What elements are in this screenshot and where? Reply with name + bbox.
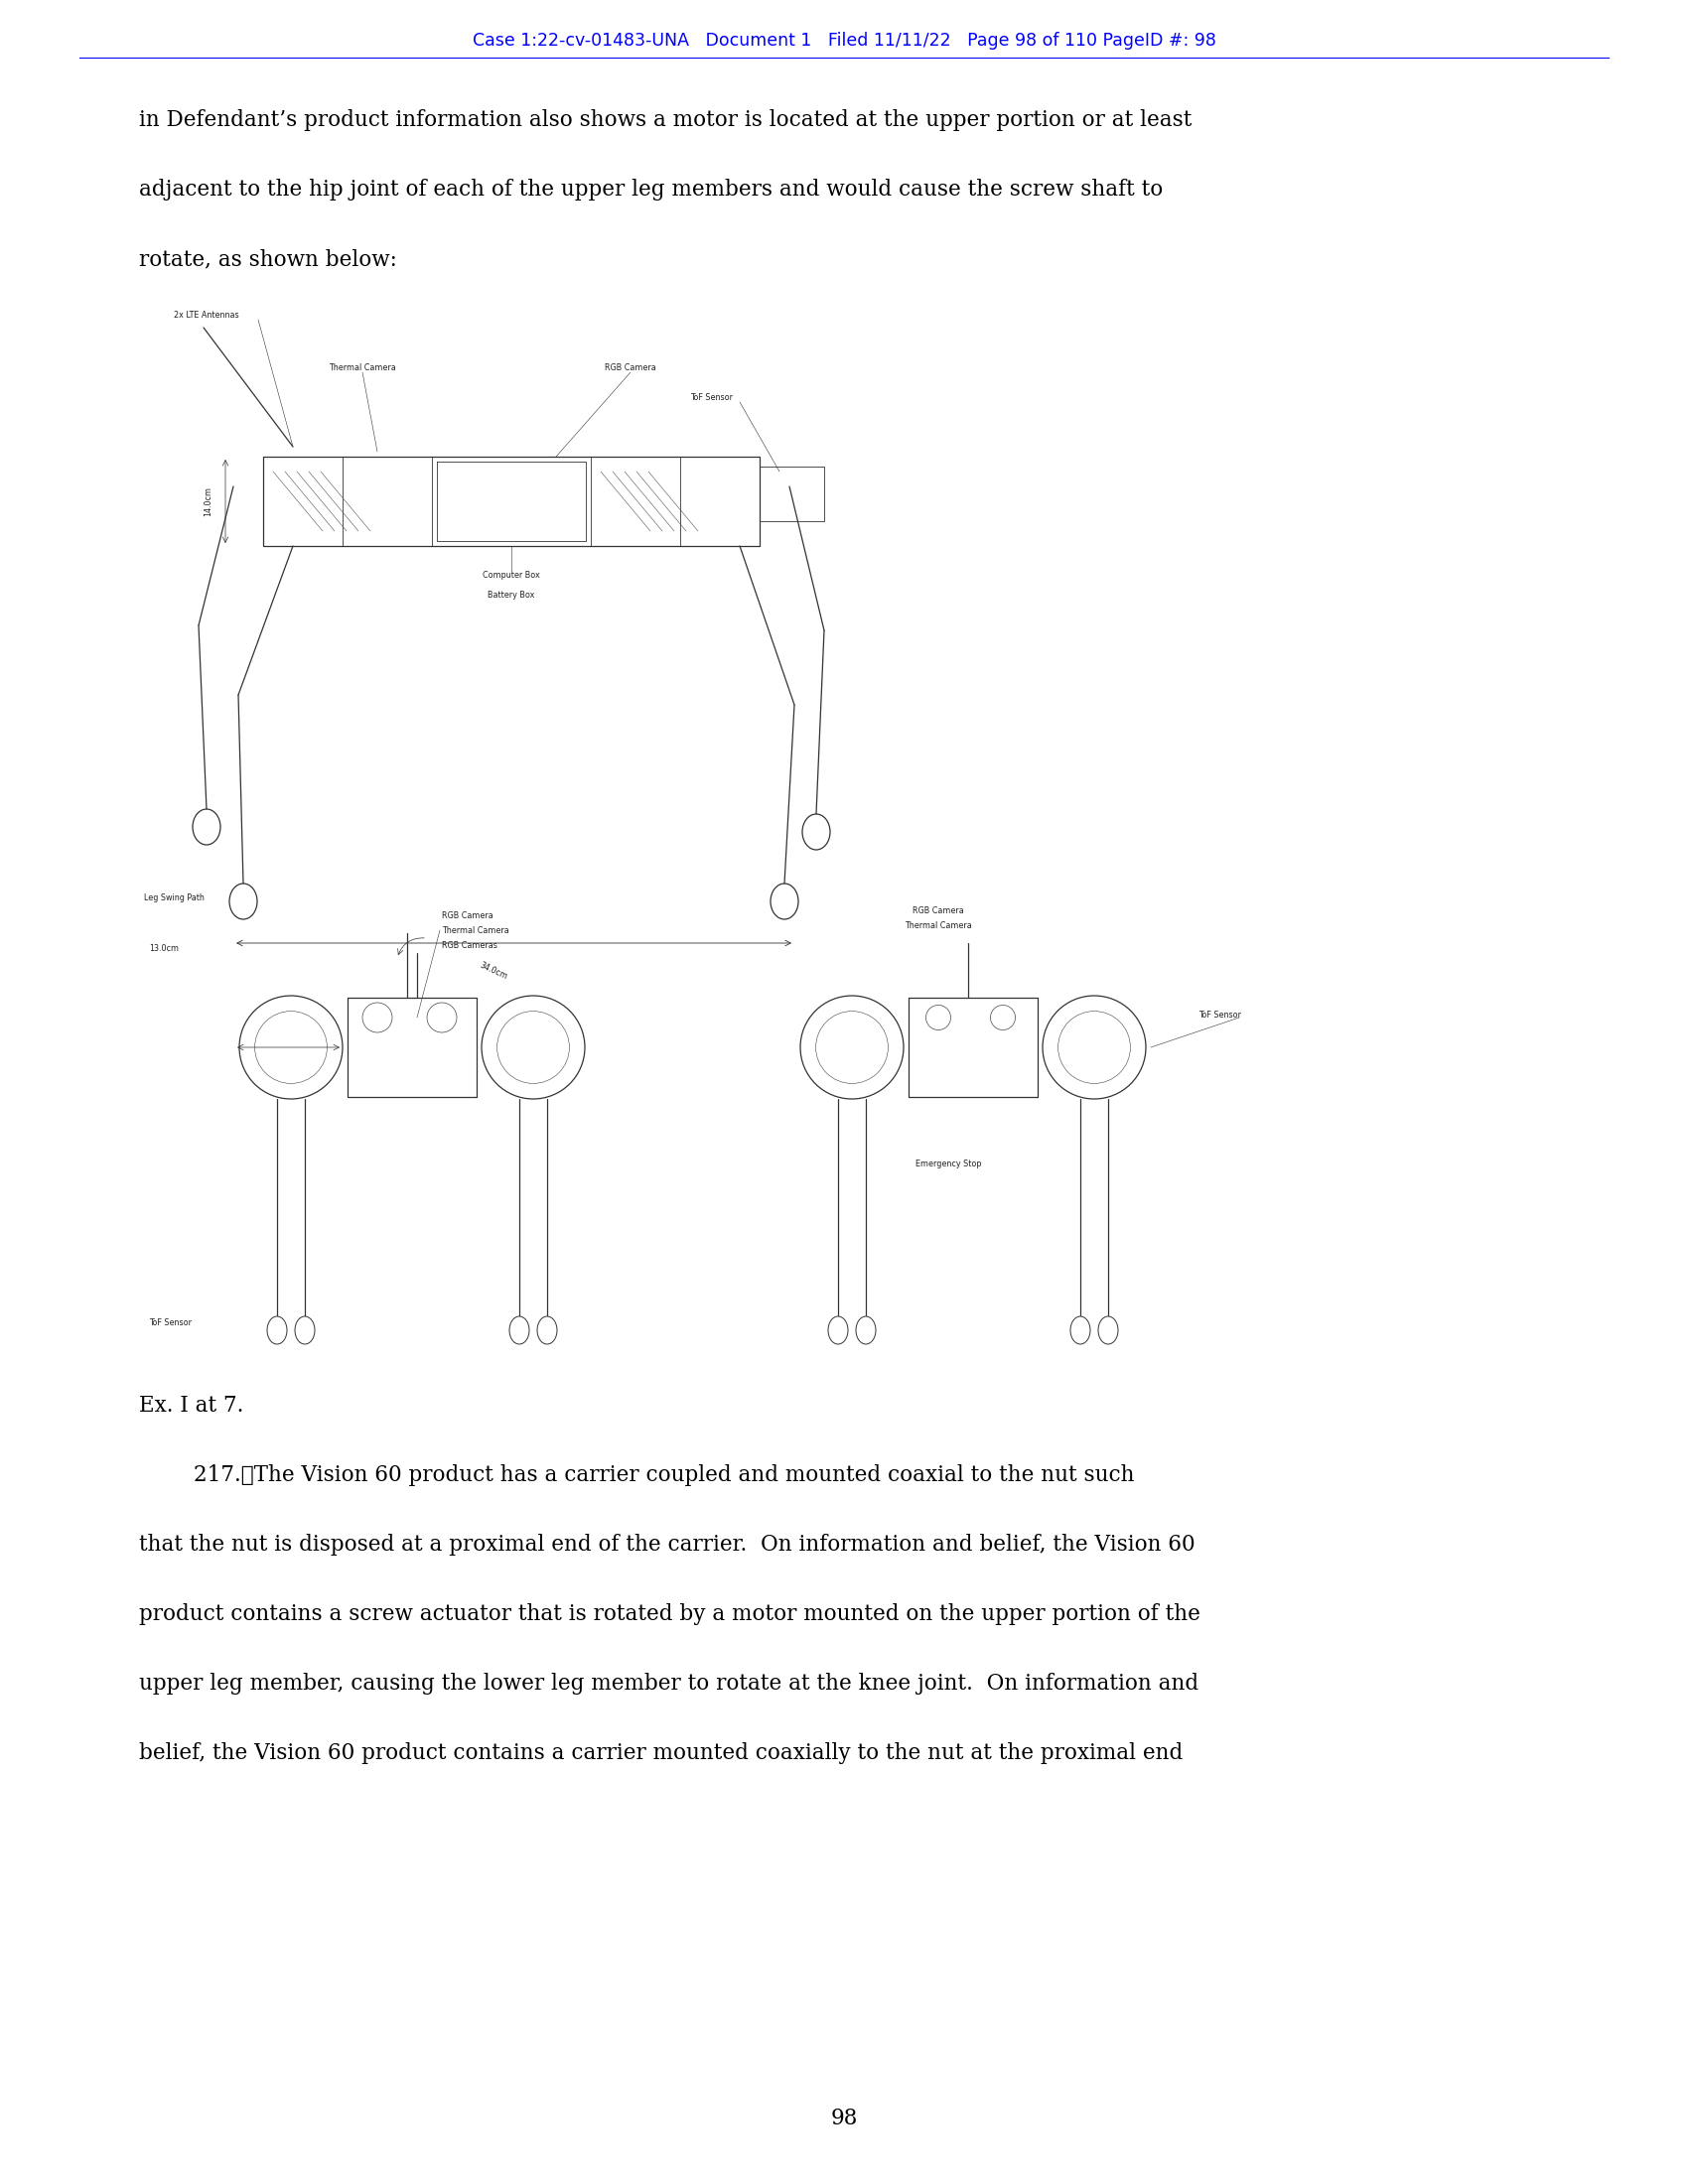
Text: Thermal Camera: Thermal Camera: [442, 926, 510, 935]
Text: Case 1:22-cv-01483-UNA   Document 1   Filed 11/11/22   Page 98 of 110 PageID #: : Case 1:22-cv-01483-UNA Document 1 Filed …: [473, 33, 1215, 50]
Text: Thermal Camera: Thermal Camera: [905, 922, 972, 930]
Text: adjacent to the hip joint of each of the upper leg members and would cause the s: adjacent to the hip joint of each of the…: [138, 179, 1163, 201]
Text: product contains a screw actuator that is rotated by a motor mounted on the uppe: product contains a screw actuator that i…: [138, 1603, 1200, 1625]
Text: 13.0cm: 13.0cm: [149, 943, 179, 952]
Text: Ex. I at 7.: Ex. I at 7.: [138, 1396, 243, 1417]
Text: 98: 98: [830, 2108, 858, 2129]
Text: RGB Camera: RGB Camera: [913, 906, 964, 915]
Text: 2x LTE Antennas: 2x LTE Antennas: [174, 310, 240, 319]
Text: Leg Swing Path: Leg Swing Path: [143, 893, 204, 902]
Text: upper leg member, causing the lower leg member to rotate at the knee joint.  On : upper leg member, causing the lower leg …: [138, 1673, 1198, 1695]
Text: Battery Box: Battery Box: [488, 590, 535, 601]
Text: 14.0cm: 14.0cm: [204, 487, 213, 515]
Text: rotate, as shown below:: rotate, as shown below:: [138, 249, 397, 271]
Text: that the nut is disposed at a proximal end of the carrier.  On information and b: that the nut is disposed at a proximal e…: [138, 1533, 1195, 1555]
Text: belief, the Vision 60 product contains a carrier mounted coaxially to the nut at: belief, the Vision 60 product contains a…: [138, 1743, 1183, 1765]
Text: Emergency Stop: Emergency Stop: [915, 1160, 981, 1168]
Text: 34.0cm: 34.0cm: [479, 961, 510, 981]
Text: RGB Camera: RGB Camera: [442, 911, 493, 919]
Text: ToF Sensor: ToF Sensor: [690, 393, 733, 402]
Text: 217.	The Vision 60 product has a carrier coupled and mounted coaxial to the nut : 217. The Vision 60 product has a carrier…: [138, 1463, 1134, 1485]
Text: Thermal Camera: Thermal Camera: [329, 363, 397, 371]
Text: ToF Sensor: ToF Sensor: [149, 1319, 192, 1328]
Text: in Defendant’s product information also shows a motor is located at the upper po: in Defendant’s product information also …: [138, 109, 1192, 131]
Text: RGB Cameras: RGB Cameras: [442, 941, 498, 950]
Text: RGB Camera: RGB Camera: [604, 363, 657, 371]
Text: ToF Sensor: ToF Sensor: [1198, 1011, 1241, 1020]
Text: Computer Box: Computer Box: [483, 570, 540, 579]
